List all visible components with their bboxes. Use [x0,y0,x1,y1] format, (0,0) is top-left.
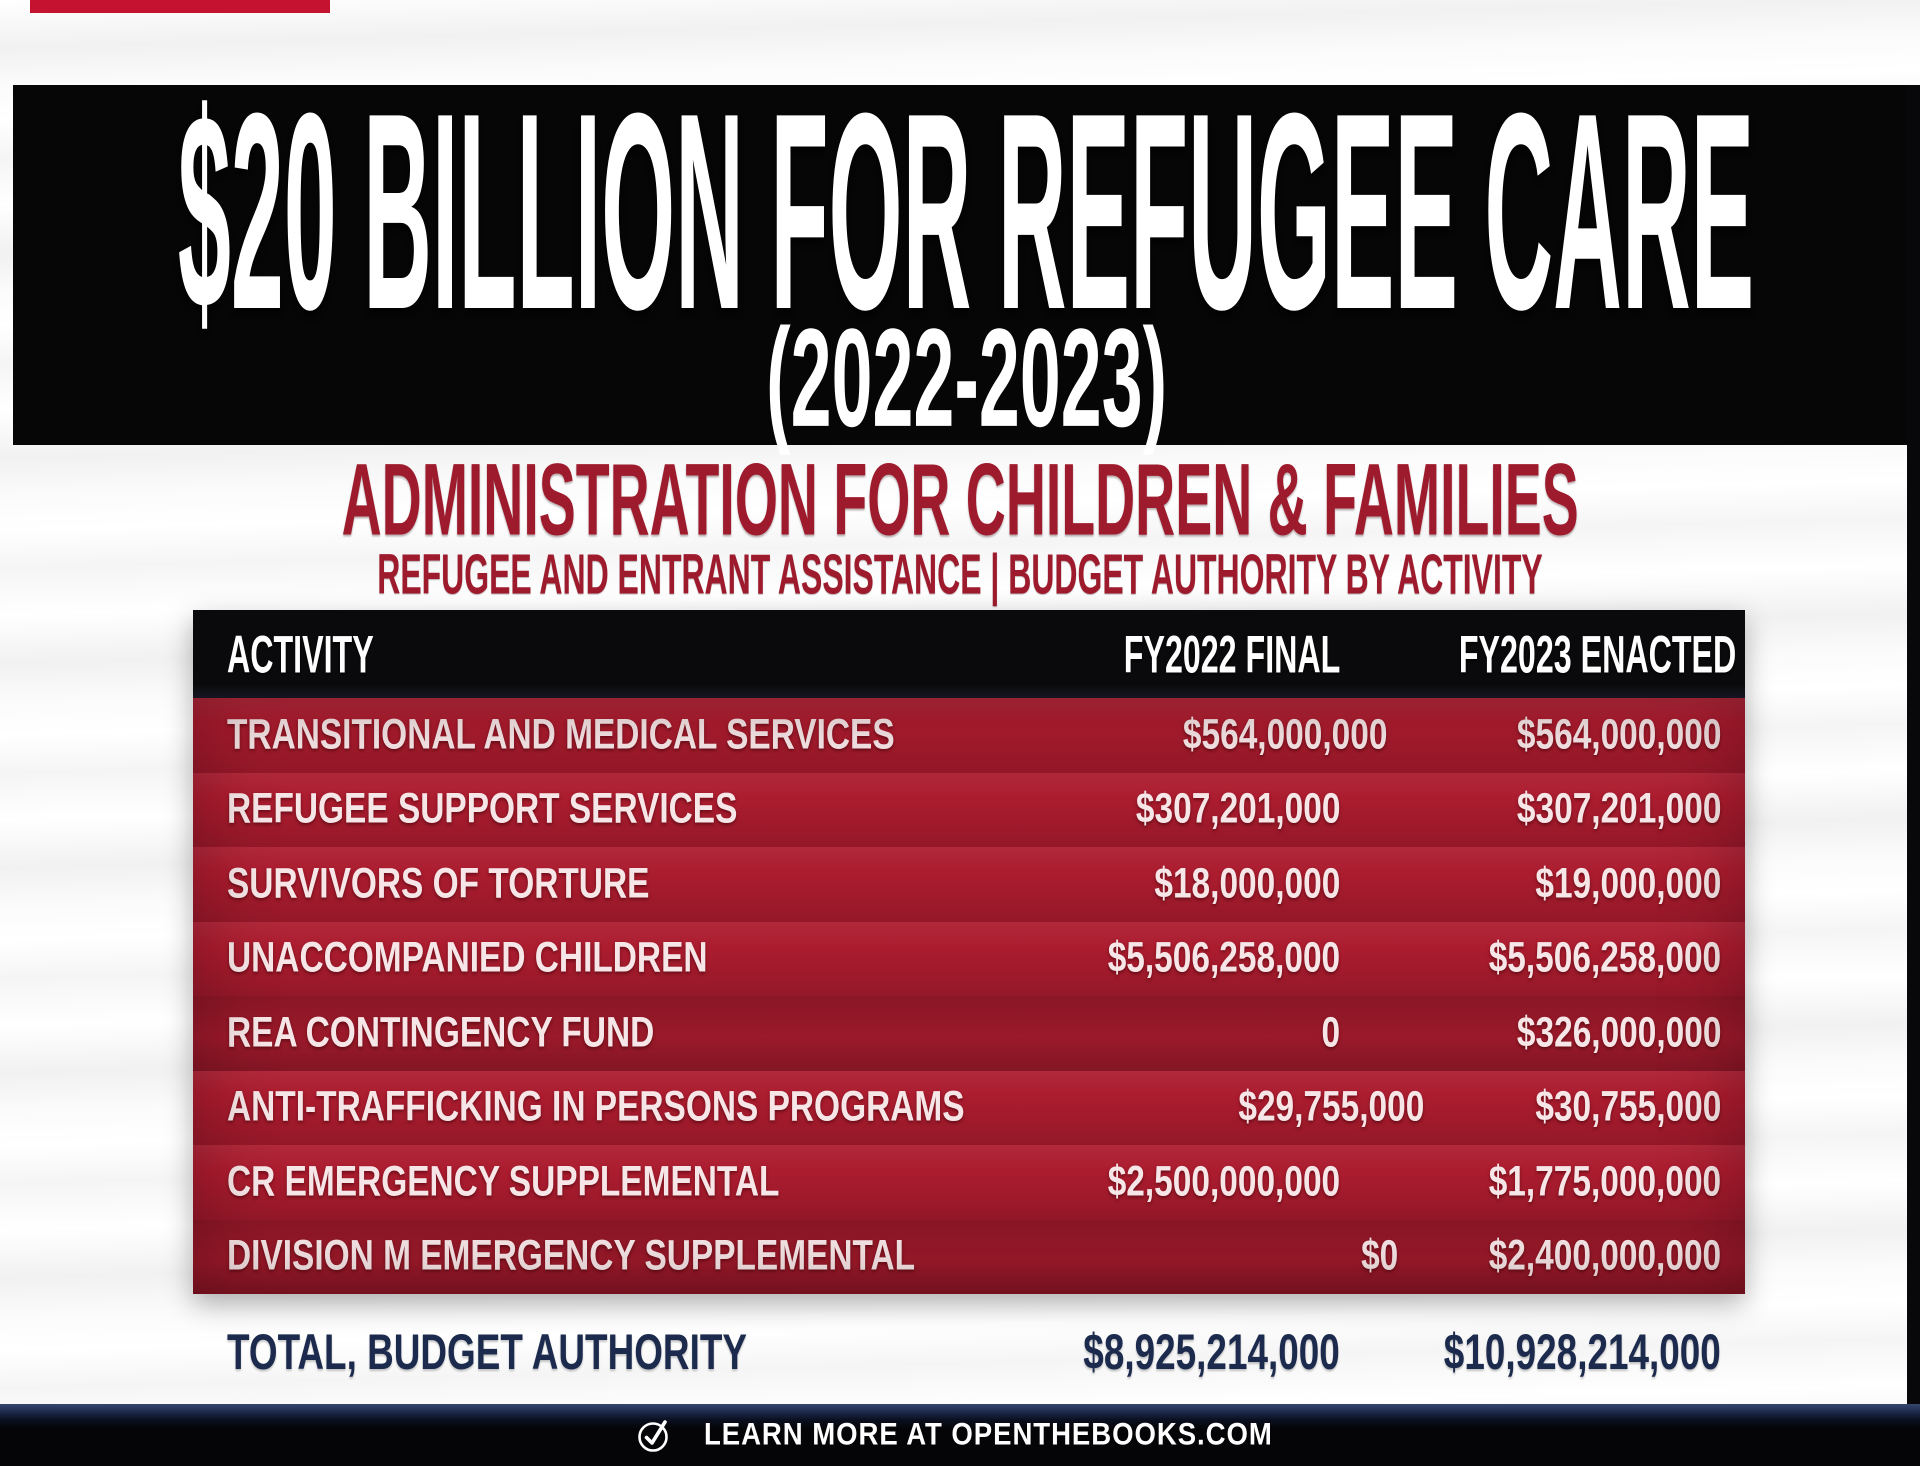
fy2022-cell: $5,506,258,000 [880,934,1340,982]
fy2022-cell: 0 [880,1009,1340,1057]
fy2023-cell: $19,000,000 [1340,860,1745,908]
fy2022-cell: $29,755,000 [1065,1083,1424,1131]
fy2023-value: $5,506,258,000 [1488,934,1721,982]
table-row: SURVIVORS OF TORTURE $18,000,000 $19,000… [193,847,1745,922]
total-label-cell: TOTAL, BUDGET AUTHORITY [193,1322,880,1380]
page-title-years: (2022-2023) [13,301,1920,456]
section-subheading: REFUGEE AND ENTRANT ASSISTANCE | BUDGET … [377,541,1543,605]
activity-label: REFUGEE SUPPORT SERVICES [227,785,738,833]
fy2023-value: $19,000,000 [1535,860,1721,908]
fy2022-value: $564,000,000 [1183,711,1388,759]
fy2023-cell: $326,000,000 [1340,1009,1745,1057]
fy2022-cell: $307,201,000 [880,785,1340,833]
title-band: $20 BILLION FOR REFUGEE CARE (2022-2023) [13,54,1920,456]
section-heading-wrap: ADMINISTRATION FOR CHILDREN & FAMILIES [0,441,1920,556]
section-heading: ADMINISTRATION FOR CHILDREN & FAMILIES [341,441,1579,556]
budget-table: ACTIVITY FY2022 FINAL FY2023 ENACTED TRA… [193,610,1745,1294]
right-edge-strip [1907,85,1920,1466]
fy2023-cell: $30,755,000 [1424,1083,1745,1131]
table-body: TRANSITIONAL AND MEDICAL SERVICES $564,0… [193,698,1745,1294]
fy2022-cell: $564,000,000 [986,711,1388,759]
activity-cell: SURVIVORS OF TORTURE [193,860,880,908]
total-row: TOTAL, BUDGET AUTHORITY $8,925,214,000 $… [193,1312,1745,1392]
activity-cell: REA CONTINGENCY FUND [193,1009,880,1057]
table-row: ANTI-TRAFFICKING IN PERSONS PROGRAMS $29… [193,1070,1745,1145]
total-fy2022-value: $8,925,214,000 [1083,1322,1340,1380]
total-fy2022-cell: $8,925,214,000 [880,1322,1340,1380]
fy2022-value: 0 [1321,1009,1340,1057]
column-header-activity: ACTIVITY [193,624,880,684]
fy2023-value: $564,000,000 [1516,711,1721,759]
table-row: REA CONTINGENCY FUND 0 $326,000,000 [193,996,1745,1071]
table-row: UNACCOMPANIED CHILDREN $5,506,258,000 $5… [193,921,1745,996]
fy2022-value: $2,500,000,000 [1107,1158,1340,1206]
total-label: TOTAL, BUDGET AUTHORITY [227,1322,747,1380]
fy2022-value: $29,755,000 [1237,1083,1424,1131]
table-row: CR EMERGENCY SUPPLEMENTAL $2,500,000,000… [193,1145,1745,1220]
fy2023-value: $1,775,000,000 [1488,1158,1721,1206]
column-header-fy2022: FY2022 FINAL [880,624,1340,684]
fy2023-value: $2,400,000,000 [1488,1232,1721,1280]
fy2023-cell: $307,201,000 [1340,785,1745,833]
column-header-fy2023-label: FY2023 ENACTED [1458,624,1737,684]
fy2022-cell: $2,500,000,000 [880,1158,1340,1206]
table-header-row: ACTIVITY FY2022 FINAL FY2023 ENACTED [193,610,1745,698]
fy2022-value: $5,506,258,000 [1107,934,1340,982]
top-red-bar [30,0,330,13]
table-row: TRANSITIONAL AND MEDICAL SERVICES $564,0… [193,698,1745,773]
fy2023-cell: $564,000,000 [1388,711,1745,759]
activity-cell: DIVISION M EMERGENCY SUPPLEMENTAL [193,1232,1009,1280]
activity-label: SURVIVORS OF TORTURE [227,860,650,908]
fy2023-value: $30,755,000 [1535,1083,1721,1131]
table-row: DIVISION M EMERGENCY SUPPLEMENTAL $0 $2,… [193,1219,1745,1294]
fy2022-cell: $0 [1009,1232,1399,1280]
fy2023-value: $326,000,000 [1516,1009,1721,1057]
fy2023-cell: $1,775,000,000 [1340,1158,1745,1206]
fy2022-value: $307,201,000 [1135,785,1340,833]
activity-label: TRANSITIONAL AND MEDICAL SERVICES [227,711,895,759]
activity-cell: ANTI-TRAFFICKING IN PERSONS PROGRAMS [193,1083,1065,1131]
fy2022-cell: $18,000,000 [880,860,1340,908]
total-fy2023-value: $10,928,214,000 [1443,1322,1721,1380]
activity-label: UNACCOMPANIED CHILDREN [227,934,708,982]
column-header-activity-label: ACTIVITY [227,624,374,684]
table-row: REFUGEE SUPPORT SERVICES $307,201,000 $3… [193,772,1745,847]
column-header-fy2023: FY2023 ENACTED [1340,624,1745,684]
page-title-line2: (2022-2023) [766,300,1167,456]
section-subheading-wrap: REFUGEE AND ENTRANT ASSISTANCE | BUDGET … [0,541,1920,605]
column-header-fy2022-label: FY2022 FINAL [1123,624,1340,684]
total-fy2023-cell: $10,928,214,000 [1340,1322,1745,1380]
activity-label: DIVISION M EMERGENCY SUPPLEMENTAL [227,1232,916,1280]
activity-label: ANTI-TRAFFICKING IN PERSONS PROGRAMS [227,1083,965,1131]
activity-cell: REFUGEE SUPPORT SERVICES [193,785,880,833]
activity-cell: TRANSITIONAL AND MEDICAL SERVICES [193,711,986,759]
activity-cell: CR EMERGENCY SUPPLEMENTAL [193,1158,880,1206]
footer-bar: LEARN MORE AT OPENTHEBOOKS.COM [0,1404,1920,1466]
fy2022-value: $0 [1361,1232,1399,1280]
activity-label: REA CONTINGENCY FUND [227,1009,655,1057]
footer-text: LEARN MORE AT OPENTHEBOOKS.COM [703,1417,1273,1452]
page-title: $20 BILLION FOR REFUGEE CARE [13,54,1920,368]
fy2023-cell: $2,400,000,000 [1398,1232,1745,1280]
check-circle-icon [637,1420,668,1452]
fy2023-cell: $5,506,258,000 [1340,934,1745,982]
activity-label: CR EMERGENCY SUPPLEMENTAL [227,1158,780,1206]
fy2023-value: $307,201,000 [1516,785,1721,833]
fy2022-value: $18,000,000 [1154,860,1340,908]
activity-cell: UNACCOMPANIED CHILDREN [193,934,880,982]
page-title-line1: $20 BILLION FOR REFUGEE CARE [178,54,1755,368]
